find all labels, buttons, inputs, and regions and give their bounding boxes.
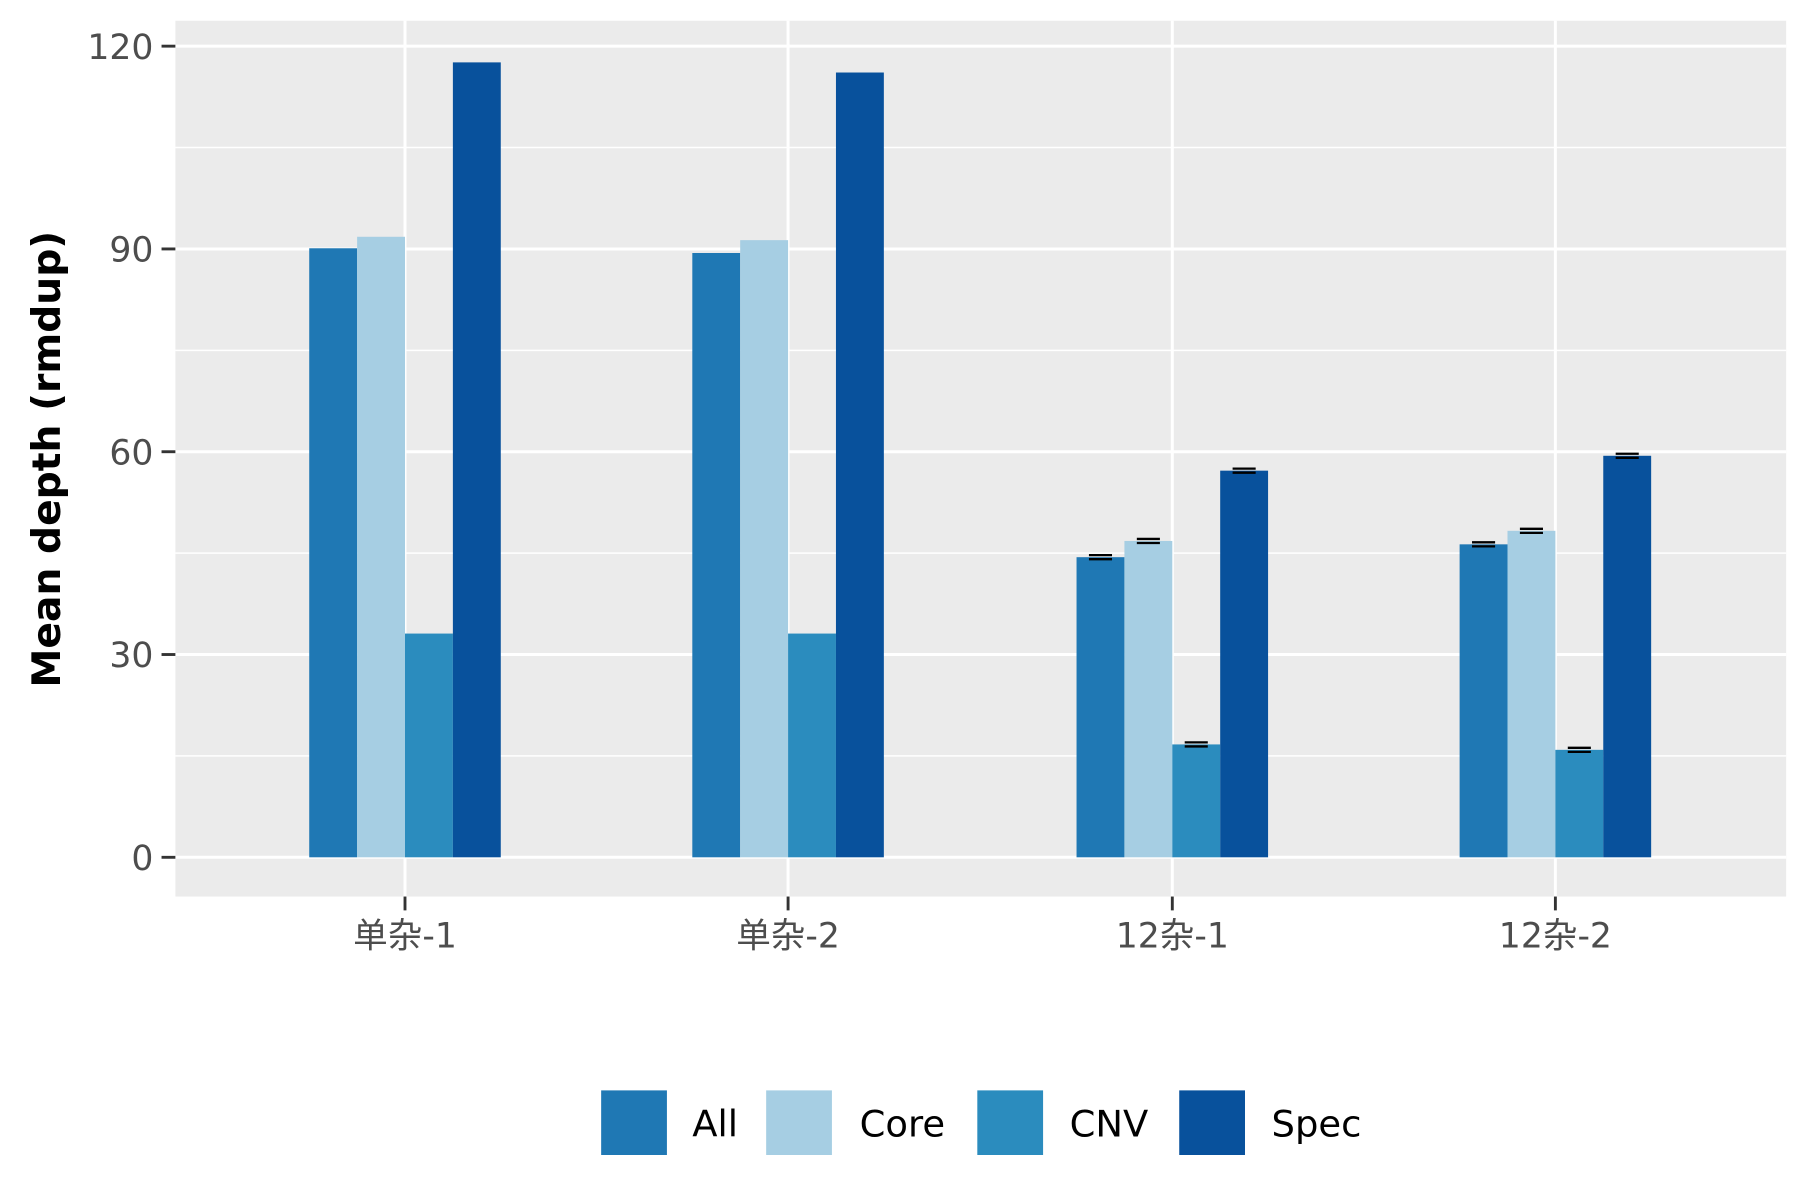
- bar-all: [1459, 544, 1508, 858]
- y-tick-label: 60: [109, 433, 153, 473]
- y-tick-label: 0: [131, 839, 153, 879]
- legend-key-spec: [1176, 1088, 1248, 1158]
- legend-key-core: [763, 1088, 835, 1158]
- bar-spec: [452, 62, 501, 858]
- bars: [309, 62, 1652, 858]
- bar-spec: [1603, 455, 1652, 858]
- bar-all: [1076, 557, 1125, 858]
- bar-core: [357, 236, 405, 858]
- x-tick-label: 12杂-2: [1499, 916, 1612, 956]
- x-tick-label: 12杂-1: [1116, 916, 1229, 956]
- x-axis: 单杂-1 单杂-2 12杂-1 12杂-2: [353, 896, 1612, 956]
- bar-core: [740, 240, 789, 858]
- bar-all: [692, 252, 741, 858]
- y-axis: 0 30 60 90 120: [87, 28, 176, 879]
- bar-cnv: [1172, 744, 1221, 858]
- legend: All Core CNV Spec: [598, 1088, 1362, 1158]
- x-tick-label: 单杂-1: [353, 916, 457, 956]
- legend-label: Spec: [1272, 1103, 1362, 1146]
- y-tick-label: 120: [87, 28, 153, 68]
- y-axis-label: Mean depth (rmdup): [25, 231, 70, 688]
- bar-cnv: [788, 633, 836, 858]
- bar-core: [1507, 530, 1556, 858]
- bar-cnv: [1555, 749, 1604, 858]
- x-tick-label: 单杂-2: [736, 916, 840, 956]
- bar-all: [309, 248, 358, 858]
- bar-spec: [835, 72, 884, 858]
- legend-label: All: [692, 1103, 738, 1146]
- bar-cnv: [405, 633, 453, 858]
- bar-spec: [1220, 470, 1269, 858]
- legend-key-all: [598, 1088, 670, 1158]
- y-tick-label: 30: [109, 636, 153, 676]
- legend-label: CNV: [1070, 1103, 1149, 1146]
- bar-core: [1124, 540, 1173, 858]
- legend-label: Core: [860, 1103, 945, 1146]
- y-tick-label: 90: [109, 231, 153, 271]
- legend-key-cnv: [974, 1088, 1046, 1158]
